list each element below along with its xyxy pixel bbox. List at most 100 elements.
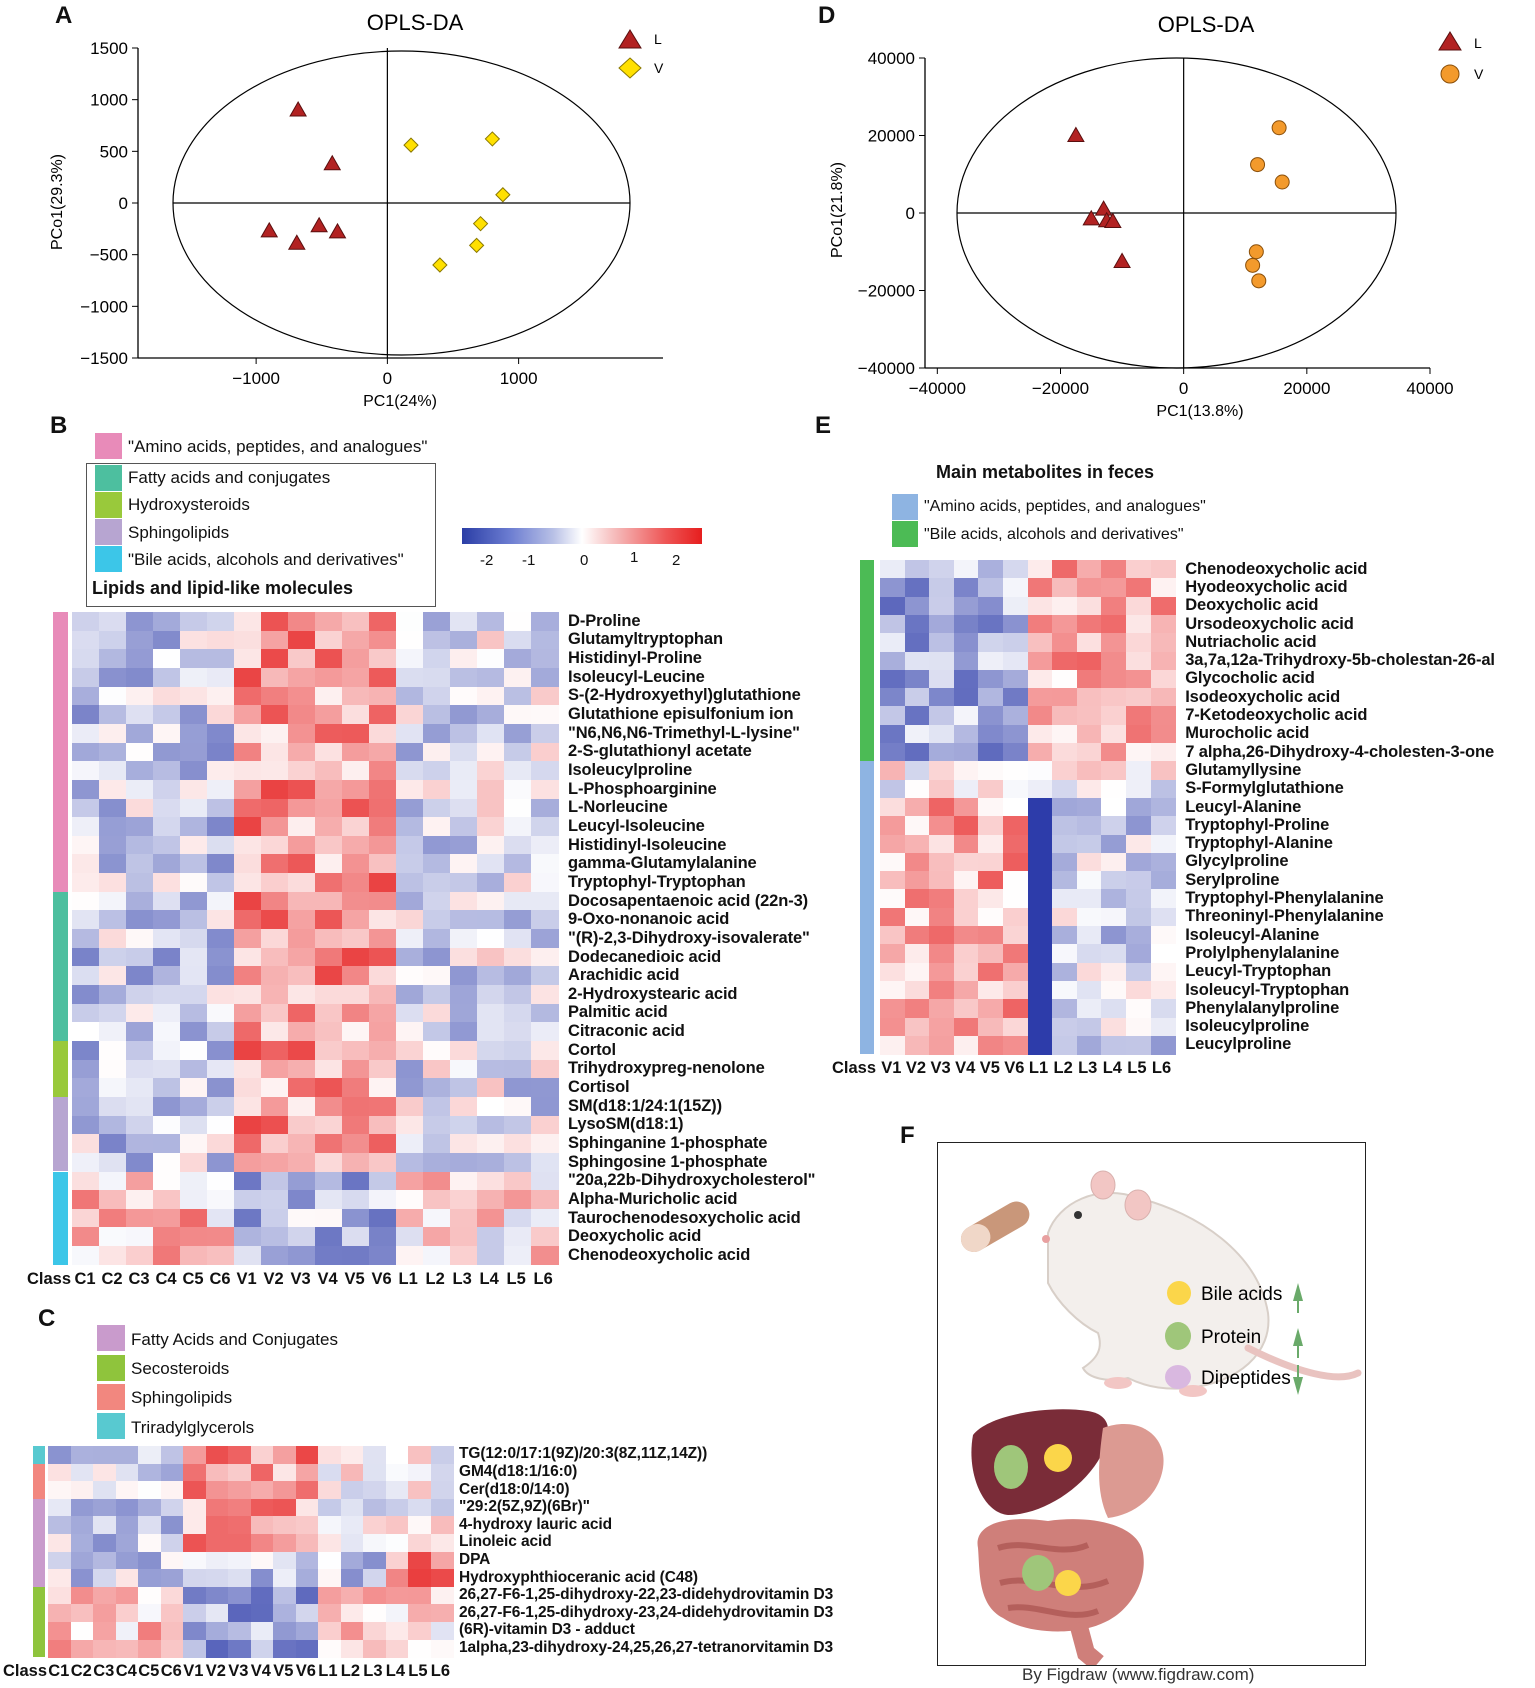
heatmap-row-label: 2-Hydroxystearic acid — [568, 984, 738, 1003]
heatmap-column-label: V1 — [183, 1662, 204, 1681]
heatmap-cell — [423, 779, 451, 799]
heatmap-cell — [115, 1534, 139, 1553]
heatmap-cell — [978, 779, 1004, 799]
heatmap-cell — [261, 929, 289, 949]
heatmap-row-label: Deoxycholic acid — [568, 1227, 702, 1246]
heatmap-cell — [183, 1446, 206, 1465]
heatmap-cell — [48, 1586, 71, 1605]
heatmap-cell — [369, 1190, 397, 1210]
heatmap-cell — [929, 889, 955, 909]
heatmap-cell — [396, 1134, 424, 1154]
heatmap-cell — [234, 929, 262, 949]
heatmap-row-label: Linoleic acid — [459, 1533, 552, 1551]
heatmap-cell — [423, 630, 451, 650]
heatmap-cell — [531, 1003, 559, 1023]
heatmap-cell — [953, 962, 979, 982]
heatmap-cell — [180, 929, 208, 949]
heatmap-cell — [423, 723, 451, 744]
heatmap-cell — [477, 985, 505, 1005]
colorbar-tick: 1 — [630, 549, 639, 566]
heatmap-cell — [1150, 761, 1176, 781]
heatmap-row-label: Isodeoxycholic acid — [1185, 687, 1341, 706]
heatmap-cell — [531, 798, 559, 818]
heatmap-cell — [1150, 779, 1176, 799]
heatmap-cell — [261, 910, 289, 930]
scatter-a-xlabel: PC1(24%) — [363, 393, 437, 410]
heatmap-cell — [288, 723, 316, 744]
heatmap-cell — [288, 835, 316, 855]
heatmap-cell — [342, 1059, 370, 1079]
heatmap-cell — [288, 705, 316, 725]
heatmap-cell — [72, 742, 100, 762]
heatmap-cell — [160, 1498, 184, 1517]
heatmap-cell — [138, 1551, 161, 1570]
heatmap-cell — [477, 1040, 505, 1061]
heatmap-cell — [318, 1463, 341, 1482]
heatmap-cell — [288, 1152, 316, 1172]
heatmap-cell — [207, 1115, 235, 1135]
heatmap-cell — [340, 1604, 364, 1623]
heatmap-cell — [1150, 688, 1176, 707]
heatmap-cell — [1027, 871, 1053, 890]
heatmap-row-label: Palmitic acid — [568, 1003, 668, 1022]
heatmap-cell — [504, 966, 532, 986]
heatmap-cell — [153, 910, 181, 930]
heatmap-cell — [880, 614, 906, 634]
heatmap-cell — [250, 1586, 274, 1605]
heatmap-cell — [531, 929, 559, 949]
legend-b-sphingo-swatch — [95, 519, 122, 545]
heatmap-cell — [477, 1078, 505, 1098]
heatmap-cell — [207, 1171, 235, 1191]
heatmap-column-label: V3 — [290, 1269, 311, 1288]
y-tick-label: 1500 — [90, 39, 128, 58]
heatmap-cell — [126, 1171, 154, 1191]
heatmap-cell — [1076, 797, 1102, 817]
heatmap-cell — [180, 1003, 208, 1023]
heatmap-row-label: S-(2-Hydroxyethyl)glutathione — [568, 686, 801, 705]
heatmap-cell — [1052, 797, 1078, 817]
heatmap-cell — [929, 1017, 955, 1037]
heatmap-cell — [99, 910, 127, 930]
heatmap-cell — [207, 705, 235, 725]
heatmap-cell — [295, 1481, 319, 1500]
heatmap-cell — [369, 723, 397, 744]
point-l — [287, 234, 306, 250]
heatmap-cell — [423, 1227, 451, 1247]
heatmap-cell — [396, 854, 424, 874]
heatmap-cell — [477, 910, 505, 930]
heatmap-cell — [115, 1604, 139, 1623]
heatmap-cell — [99, 1096, 127, 1117]
heatmap-cell — [531, 910, 559, 930]
heatmap-cell — [1076, 651, 1102, 671]
heatmap-cell — [385, 1481, 409, 1500]
heatmap-cell — [396, 1040, 424, 1061]
heatmap-cell — [953, 852, 979, 872]
heatmap-cell — [72, 1227, 100, 1247]
heatmap-cell — [1003, 871, 1029, 890]
heatmap-cell — [423, 612, 451, 632]
heatmap-cell — [234, 723, 262, 744]
heatmap-cell — [1003, 724, 1029, 744]
heatmap-column-label: C4 — [115, 1662, 137, 1681]
lipids-box — [86, 463, 436, 607]
heatmap-row-label: S-Formylglutathione — [1185, 779, 1344, 798]
heatmap-cell — [369, 910, 397, 930]
legend-c-triacyl-label: Triradylglycerols — [131, 1418, 255, 1437]
heatmap-cell — [385, 1639, 409, 1658]
heatmap-cell — [342, 1152, 370, 1172]
heatmap-cell — [929, 1035, 955, 1055]
heatmap-cell — [205, 1534, 229, 1553]
heatmap-cell — [342, 612, 370, 632]
heatmap-cell — [234, 798, 262, 818]
heatmap-cell — [315, 779, 343, 799]
heatmap-cell — [342, 705, 370, 725]
f-legend-bile: Bile acids — [1201, 1284, 1282, 1305]
heatmap-cell — [180, 761, 208, 781]
heatmap-cell — [1027, 596, 1053, 616]
heatmap-column-label: V6 — [1004, 1059, 1025, 1078]
heatmap-cell — [180, 667, 208, 688]
heatmap-column-label: C2 — [70, 1662, 92, 1681]
panel-f-illustration: Bile acids Protein Dipeptides — [960, 1170, 1362, 1670]
heatmap-cell — [1101, 578, 1127, 598]
heatmap-cell — [288, 817, 316, 837]
